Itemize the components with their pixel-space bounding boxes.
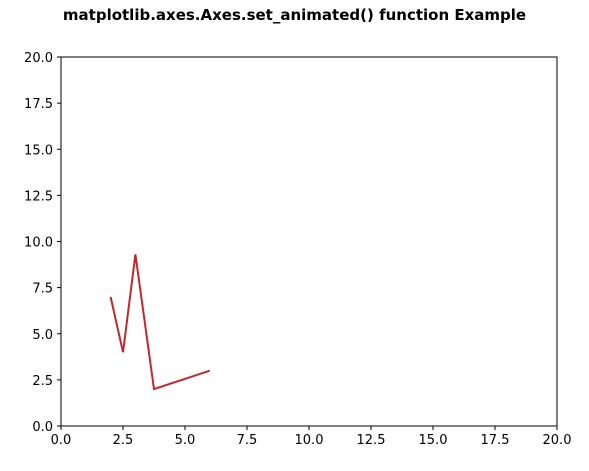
x-tick-label: 0.0 <box>51 433 72 448</box>
x-tick-label: 7.5 <box>237 433 258 448</box>
x-tick-label: 12.5 <box>357 433 386 448</box>
y-tick-label: 20.0 <box>24 51 53 66</box>
x-axis: 0.0 2.5 5.0 7.5 10.0 12.5 15.0 17.5 20.0 <box>51 426 572 448</box>
chart-title: matplotlib.axes.Axes.set_animated() func… <box>62 6 527 24</box>
x-tick-label: 2.5 <box>113 433 134 448</box>
series-line <box>109 254 211 391</box>
y-tick-label: 2.5 <box>32 374 53 389</box>
x-tick-label: 10.0 <box>295 433 324 448</box>
y-tick-label: 12.5 <box>24 189 53 204</box>
x-tick-label: 17.5 <box>481 433 510 448</box>
x-tick-label: 5.0 <box>175 433 196 448</box>
y-tick-label: 10.0 <box>24 236 53 251</box>
x-tick-label: 15.0 <box>419 433 448 448</box>
axes-frame <box>60 56 558 427</box>
y-tick-label: 0.0 <box>32 420 53 435</box>
series-lines <box>109 254 211 391</box>
y-tick-label: 17.5 <box>24 97 53 112</box>
x-tick-label: 20.0 <box>543 433 572 448</box>
y-axis: 0.0 2.5 5.0 7.5 10.0 12.5 15.0 17.5 20.0 <box>24 51 61 435</box>
y-tick-label: 7.5 <box>32 282 53 297</box>
y-tick-label: 15.0 <box>24 143 53 158</box>
y-tick-label: 5.0 <box>32 328 53 343</box>
